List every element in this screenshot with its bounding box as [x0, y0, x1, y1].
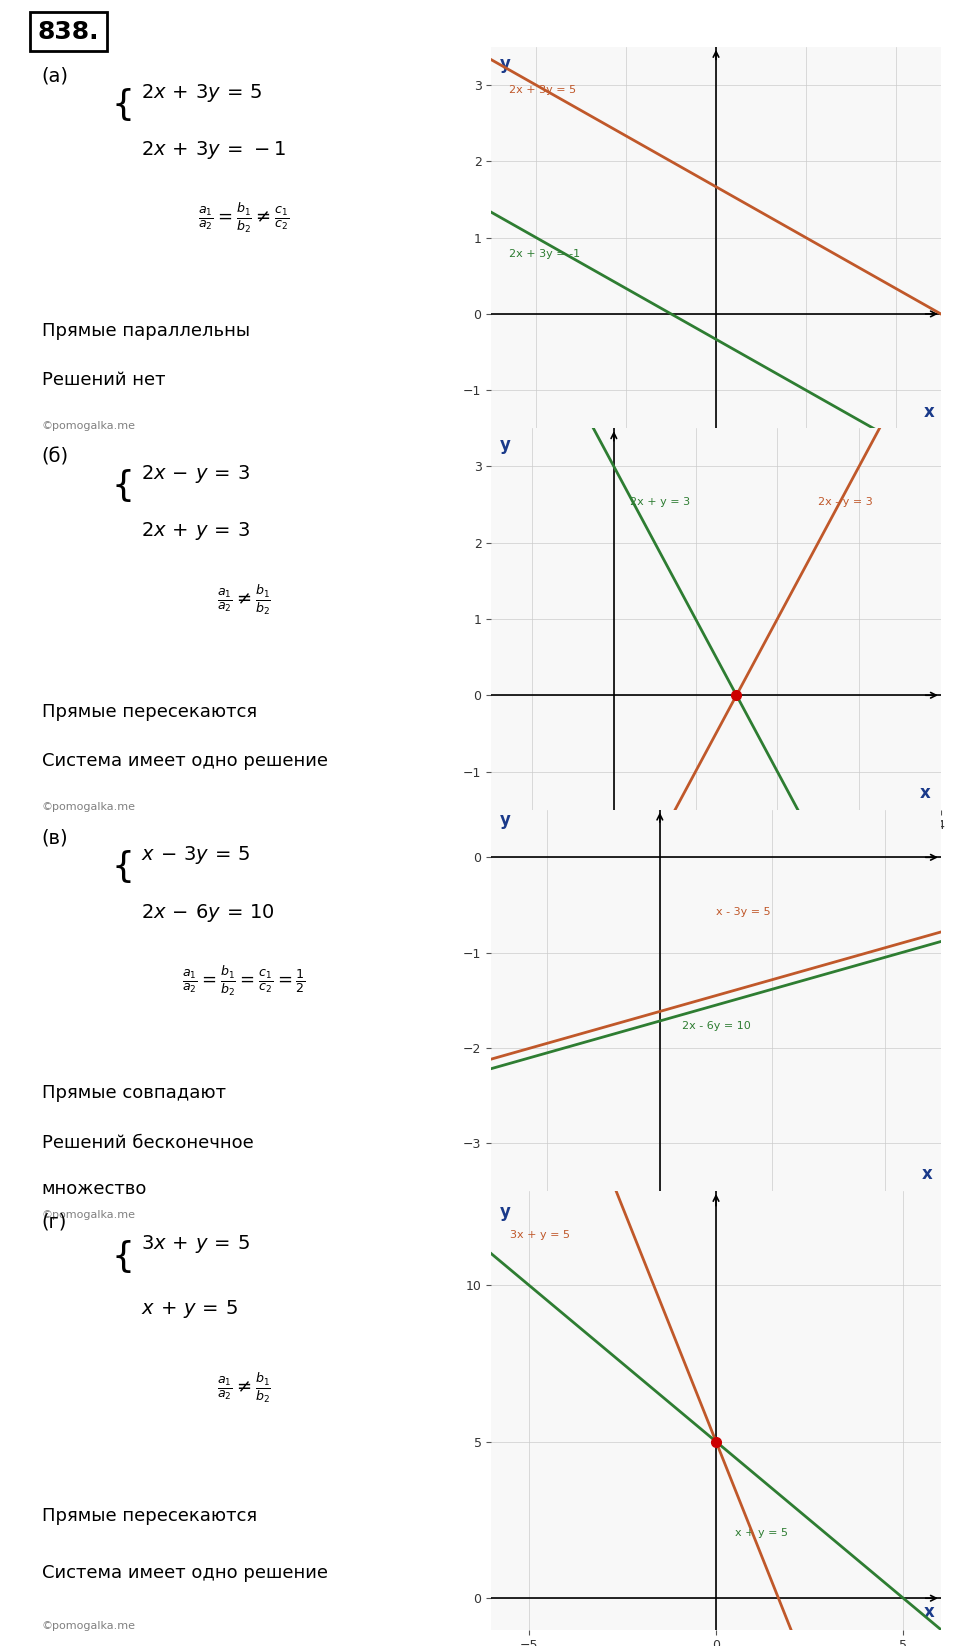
- Text: $x\,-\,3y\,=\,5$: $x\,-\,3y\,=\,5$: [140, 844, 250, 866]
- Text: Прямые пересекаются: Прямые пересекаются: [41, 1506, 257, 1524]
- Text: Решений нет: Решений нет: [41, 370, 165, 388]
- Text: Решений бесконечное: Решений бесконечное: [41, 1134, 253, 1152]
- Text: x: x: [921, 783, 931, 802]
- Text: Прямые совпадают: Прямые совпадают: [41, 1085, 226, 1103]
- Text: y: y: [500, 1203, 511, 1221]
- Text: 2x + y = 3: 2x + y = 3: [630, 497, 690, 507]
- Text: Система имеет одно решение: Система имеет одно решение: [41, 752, 327, 770]
- Text: $2x\,-\,6y\,=\,10$: $2x\,-\,6y\,=\,10$: [140, 902, 275, 923]
- Text: y: y: [500, 811, 511, 830]
- Text: множество: множество: [41, 1180, 147, 1198]
- Text: $\frac{a_1}{a_2} = \frac{b_1}{b_2} \neq \frac{c_1}{c_2}$: $\frac{a_1}{a_2} = \frac{b_1}{b_2} \neq …: [199, 202, 290, 235]
- Text: $\frac{a_1}{a_2} \neq \frac{b_1}{b_2}$: $\frac{a_1}{a_2} \neq \frac{b_1}{b_2}$: [217, 1371, 271, 1406]
- Text: $\{$: $\{$: [111, 86, 132, 123]
- Text: 2x - y = 3: 2x - y = 3: [818, 497, 873, 507]
- Text: x: x: [924, 1603, 934, 1621]
- Text: 2x + 3y = -1: 2x + 3y = -1: [509, 249, 581, 258]
- Text: (а): (а): [41, 66, 69, 86]
- Text: $\frac{a_1}{a_2} = \frac{b_1}{b_2} = \frac{c_1}{c_2} = \frac{1}{2}$: $\frac{a_1}{a_2} = \frac{b_1}{b_2} = \fr…: [182, 965, 306, 997]
- Text: $2x\,+\,y\,=\,3$: $2x\,+\,y\,=\,3$: [140, 520, 250, 542]
- Text: (б): (б): [41, 448, 69, 466]
- Text: x + y = 5: x + y = 5: [734, 1527, 788, 1537]
- Text: $\frac{a_1}{a_2} \neq \frac{b_1}{b_2}$: $\frac{a_1}{a_2} \neq \frac{b_1}{b_2}$: [217, 583, 271, 617]
- Text: $2x\,-\,y\,=\,3$: $2x\,-\,y\,=\,3$: [140, 463, 250, 486]
- Text: $2x\,+\,3y\,=\,5$: $2x\,+\,3y\,=\,5$: [140, 82, 262, 104]
- Text: x: x: [922, 1165, 932, 1183]
- Text: Система имеет одно решение: Система имеет одно решение: [41, 1564, 327, 1582]
- Text: ©pomogalka.me: ©pomogalka.me: [41, 802, 135, 811]
- Text: x: x: [924, 403, 934, 421]
- Text: $x\,+\,y\,=\,5$: $x\,+\,y\,=\,5$: [140, 1299, 237, 1320]
- Text: ©pomogalka.me: ©pomogalka.me: [41, 1621, 135, 1631]
- Text: x - 3y = 5: x - 3y = 5: [716, 907, 771, 917]
- Text: 3x + y = 5: 3x + y = 5: [510, 1230, 570, 1239]
- Text: y: y: [500, 54, 511, 72]
- Text: $\{$: $\{$: [111, 1238, 132, 1276]
- Text: y: y: [500, 436, 511, 454]
- Text: $2x\,+\,3y\,=\,-1$: $2x\,+\,3y\,=\,-1$: [140, 138, 285, 161]
- Text: 2x + 3y = 5: 2x + 3y = 5: [509, 84, 576, 95]
- Text: Прямые пересекаются: Прямые пересекаются: [41, 703, 257, 721]
- Text: $\{$: $\{$: [111, 848, 132, 886]
- Text: (г): (г): [41, 1213, 67, 1231]
- Text: 2x - 6y = 10: 2x - 6y = 10: [683, 1021, 751, 1030]
- Text: 838.: 838.: [37, 20, 99, 44]
- Text: $3x\,+\,y\,=\,5$: $3x\,+\,y\,=\,5$: [140, 1233, 250, 1254]
- Text: $\{$: $\{$: [111, 467, 132, 504]
- Text: Прямые параллельны: Прямые параллельны: [41, 321, 250, 339]
- Text: ©pomogalka.me: ©pomogalka.me: [41, 1210, 135, 1220]
- Text: (в): (в): [41, 828, 68, 848]
- Text: ©pomogalka.me: ©pomogalka.me: [41, 421, 135, 431]
